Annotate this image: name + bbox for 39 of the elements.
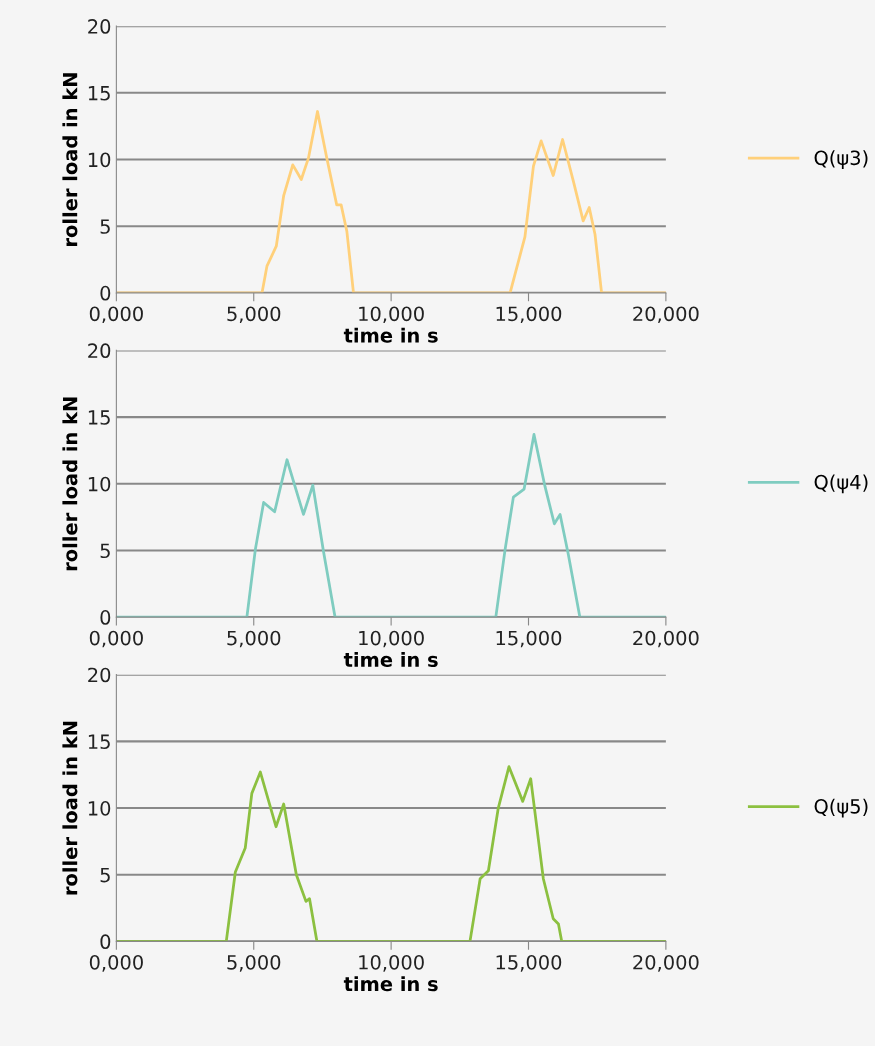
y-tick-label: 0	[100, 285, 111, 301]
x-tick-label: 5,000	[227, 306, 281, 324]
y-tick-label: 5	[100, 543, 110, 559]
y-tick-label: 0	[100, 934, 111, 950]
x-tick-label: 15,000	[496, 630, 562, 648]
y-tick-label: 5	[100, 867, 110, 883]
y-tick-label: 10	[88, 800, 111, 816]
x-tick-label: 10,000	[359, 630, 424, 648]
y-axis-title: roller load in kN	[62, 397, 78, 571]
y-tick-label: 20	[88, 19, 111, 34]
legend-label: Q(ψ4)	[814, 474, 868, 494]
x-tick-label: 10,000	[359, 306, 424, 324]
x-tick-label: 20,000	[633, 306, 699, 324]
x-axis-title: time in s	[343, 651, 438, 667]
x-tick-label: 15,000	[496, 306, 562, 324]
x-axis-title: time in s	[343, 327, 438, 343]
y-tick-label: 5	[100, 219, 110, 234]
y-tick-label: 20	[88, 343, 111, 359]
x-tick-label: 0,000	[89, 954, 143, 972]
y-tick-label: 10	[88, 476, 111, 492]
x-axis-title: time in s	[343, 976, 438, 992]
y-tick-label: 15	[88, 86, 110, 101]
y-axis-title: roller load in kN	[62, 73, 78, 246]
y-tick-label: 15	[88, 734, 110, 750]
x-tick-label: 5,000	[227, 630, 281, 648]
x-tick-label: 5,000	[227, 954, 281, 972]
x-tick-label: 0,000	[89, 630, 143, 648]
y-tick-label: 15	[88, 410, 110, 425]
y-axis-title: roller load in kN	[62, 721, 78, 895]
y-tick-label: 0	[100, 610, 111, 625]
x-tick-label: 0,000	[89, 306, 143, 324]
legend-label: Q(ψ3)	[814, 150, 868, 169]
x-tick-label: 20,000	[633, 630, 699, 648]
x-tick-label: 10,000	[359, 954, 424, 972]
legend-label: Q(ψ5)	[814, 798, 868, 818]
x-tick-label: 20,000	[633, 954, 699, 972]
y-tick-label: 10	[88, 152, 111, 168]
x-tick-label: 15,000	[496, 954, 562, 972]
y-tick-label: 20	[88, 667, 111, 683]
